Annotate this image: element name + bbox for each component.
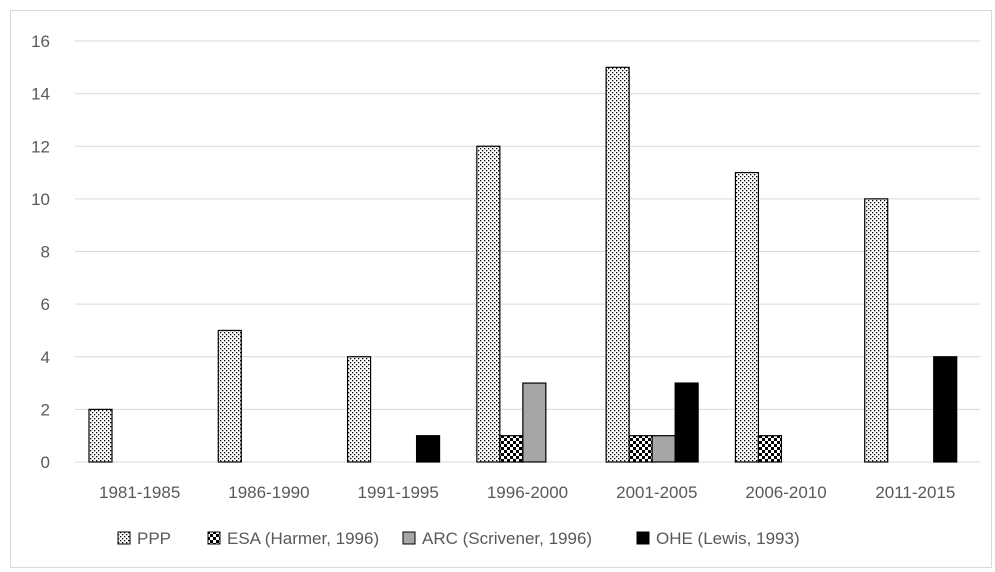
bar-esa-harmer-1996-2006-2010 xyxy=(757,435,783,463)
x-tick-label-1986-1990: 1986-1990 xyxy=(228,483,309,502)
x-axis: 1981-1985 1986-1990 1991-1995 1996-2000 2001… xyxy=(99,483,955,502)
y-tick-label-8: 8 xyxy=(41,243,50,262)
y-tick-label-12: 12 xyxy=(31,137,50,156)
bar-arc-scrivener-1996-2001-2005 xyxy=(651,435,676,463)
bar-ohe-lewis-1993-1991-1995 xyxy=(415,435,441,463)
x-tick-label-1991-1995: 1991-1995 xyxy=(358,483,439,502)
y-tick-label-6: 6 xyxy=(41,295,50,314)
legend-swatch-arc-scrivener-1996 xyxy=(402,531,416,545)
bar-esa-harmer-1996-1996-2000 xyxy=(499,435,524,463)
legend-label-ohe-lewis-1993: OHE (Lewis, 1993) xyxy=(656,529,800,548)
legend: PPP ESA (Harmer, 1996) ARC (Scrivener, 199… xyxy=(117,529,800,548)
bar-ppp-1981-1985 xyxy=(88,408,113,463)
bar-ppp-1986-1990 xyxy=(217,329,242,463)
bars xyxy=(88,66,958,463)
chart-frame xyxy=(10,10,992,568)
bar-ppp-2006-2010 xyxy=(734,171,760,463)
y-axis: 0 2 4 6 8 10 12 14 16 xyxy=(31,32,50,472)
y-tick-label-10: 10 xyxy=(31,190,50,209)
y-tick-label-2: 2 xyxy=(41,400,50,419)
x-tick-label-1981-1985: 1981-1985 xyxy=(99,483,180,502)
bar-ohe-lewis-1993-2001-2005 xyxy=(674,382,699,463)
x-tick-label-2001-2005: 2001-2005 xyxy=(616,483,697,502)
legend-label-arc-scrivener-1996: ARC (Scrivener, 1996) xyxy=(422,529,592,548)
bar-arc-scrivener-1996-1996-2000 xyxy=(522,382,547,463)
legend-swatch-ohe-lewis-1993 xyxy=(636,531,650,545)
x-tick-label-1996-2000: 1996-2000 xyxy=(487,483,568,502)
x-tick-label-2006-2010: 2006-2010 xyxy=(745,483,826,502)
bar-esa-harmer-1996-2001-2005 xyxy=(628,435,653,463)
bar-ppp-2001-2005 xyxy=(605,66,630,463)
bar-ohe-lewis-1993-2011-2015 xyxy=(933,356,958,463)
legend-swatch-ppp xyxy=(117,531,131,545)
legend-swatch-esa-harmer-1996 xyxy=(207,531,221,545)
bar-ppp-1996-2000 xyxy=(476,145,501,463)
y-tick-label-14: 14 xyxy=(31,85,50,104)
x-tick-label-2011-2015: 2011-2015 xyxy=(875,483,955,502)
bar-ppp-2011-2015 xyxy=(864,198,889,463)
legend-label-ppp: PPP xyxy=(137,529,171,548)
y-tick-label-16: 16 xyxy=(31,32,50,51)
y-tick-label-4: 4 xyxy=(41,348,50,367)
y-tick-label-0: 0 xyxy=(41,453,50,472)
legend-label-esa-harmer-1996: ESA (Harmer, 1996) xyxy=(227,529,379,548)
bar-ppp-1991-1995 xyxy=(346,356,372,463)
